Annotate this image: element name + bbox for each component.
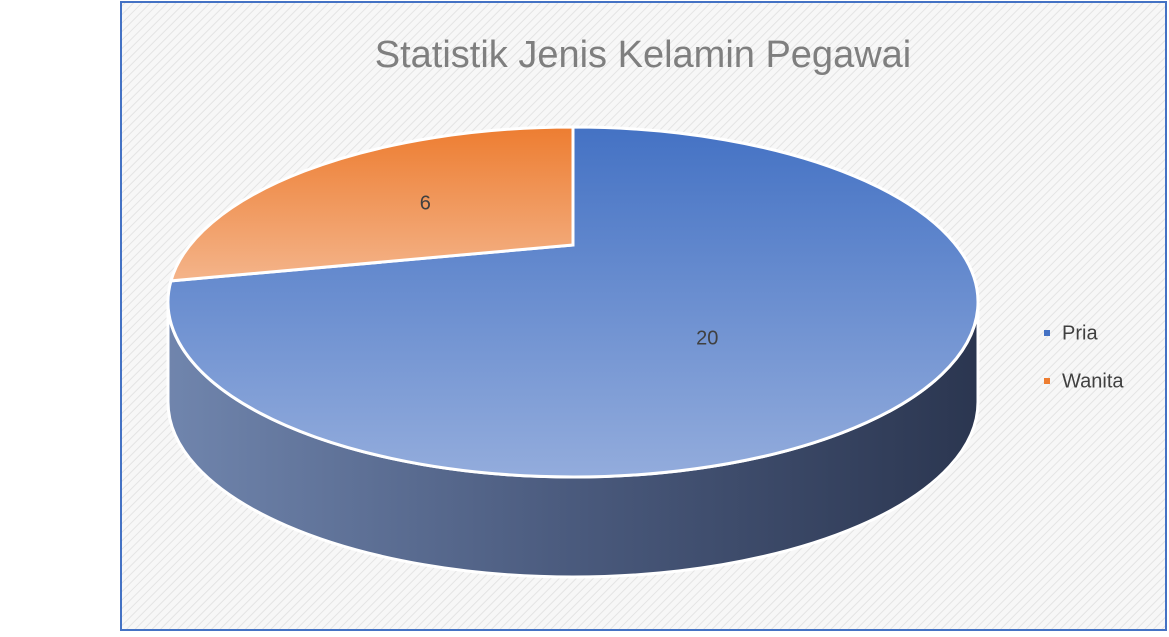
legend-marker: [1044, 378, 1050, 384]
data-label: 20: [696, 327, 718, 349]
chart-title: Statistik Jenis Kelamin Pegawai: [375, 34, 911, 76]
legend-label: Pria: [1062, 322, 1098, 344]
data-label: 6: [420, 193, 431, 215]
pie-slice: [166, 125, 980, 479]
pie-slice: [168, 125, 575, 283]
legend-label: Wanita: [1062, 370, 1124, 392]
legend-marker: [1044, 330, 1050, 336]
